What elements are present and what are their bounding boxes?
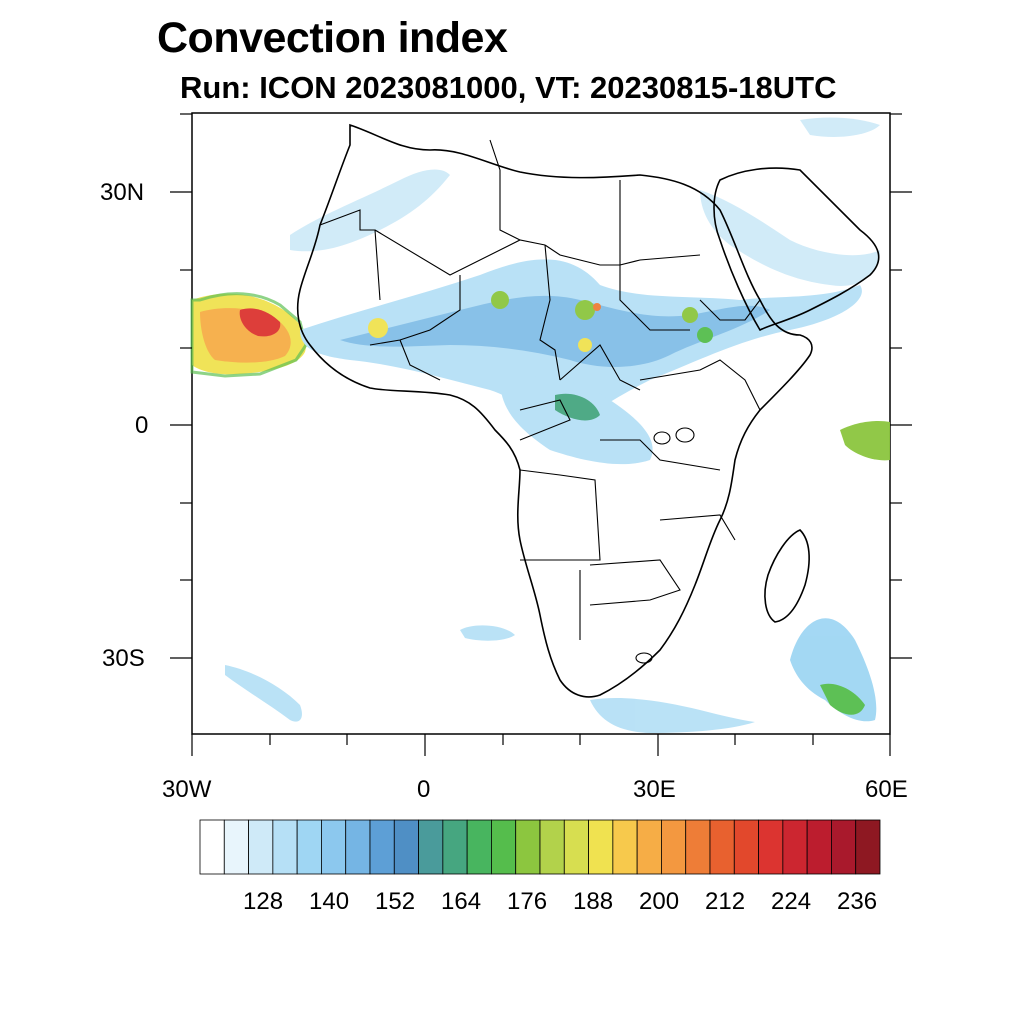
convection-shading [190, 117, 890, 733]
cb-label: 176 [507, 888, 548, 915]
colorbar-swatch [466, 819, 492, 875]
lat-label-30s: 30S [102, 645, 145, 672]
lon-label-30e: 30E [633, 776, 676, 803]
lat-label-30n: 30N [100, 179, 145, 206]
colorbar-swatch [685, 819, 711, 875]
colorbar-swatch [248, 819, 274, 875]
colorbar-swatch [491, 819, 517, 875]
madagascar-coastline [764, 529, 810, 623]
cb-label: 212 [705, 888, 746, 915]
cb-label: 140 [309, 888, 350, 915]
cyclone-west-atlantic [190, 292, 308, 378]
map-title: Convection index [157, 14, 508, 62]
colorbar-swatch [758, 819, 784, 875]
x-ticks [191, 734, 891, 756]
country-borders [319, 139, 761, 640]
colorbar-swatch [661, 819, 687, 875]
colorbar-swatch [831, 819, 857, 875]
colorbar-swatch [296, 819, 322, 875]
colorbar-swatch [612, 819, 638, 875]
y-ticks [170, 113, 912, 659]
colorbar-swatch [223, 819, 249, 875]
lon-label-30w: 30W [162, 776, 212, 803]
lon-label-0: 0 [417, 776, 431, 803]
colorbar-swatch [563, 819, 589, 875]
colorbar-swatch [588, 819, 614, 875]
north-africa-light [290, 117, 880, 286]
south-indian-ocean [790, 618, 877, 722]
colorbar-swatch [539, 819, 565, 875]
colorbar-swatch [321, 819, 347, 875]
map-subtitle: Run: ICON 2023081000, VT: 20230815-18UTC [180, 70, 837, 105]
cb-label: 200 [639, 888, 680, 915]
colorbar [199, 819, 881, 875]
colorbar-swatch [709, 819, 735, 875]
colorbar-swatch [393, 819, 419, 875]
arabia-coastline [713, 167, 880, 332]
south-atlantic [225, 625, 755, 733]
cb-label: 128 [243, 888, 284, 915]
lakes [635, 427, 695, 664]
colorbar-swatch [345, 819, 371, 875]
lon-label-60e: 60E [865, 776, 908, 803]
cb-label: 152 [375, 888, 416, 915]
indian-ocean-east [840, 420, 890, 461]
africa-coastline [296, 123, 813, 698]
colorbar-swatch [418, 819, 444, 875]
sahel-band [300, 259, 862, 440]
cb-label: 164 [441, 888, 482, 915]
colorbar-swatch [515, 819, 541, 875]
colorbar-swatch [199, 819, 225, 875]
colorbar-swatch [806, 819, 832, 875]
central-africa [500, 376, 653, 465]
colorbar-swatch [733, 819, 759, 875]
colorbar-swatch [369, 819, 395, 875]
colorbar-swatch [272, 819, 298, 875]
colorbar-swatch [442, 819, 468, 875]
colorbar-swatch [636, 819, 662, 875]
lat-label-0: 0 [135, 412, 149, 439]
colorbar-swatch [782, 819, 808, 875]
cb-label: 224 [771, 888, 812, 915]
cb-label: 188 [573, 888, 614, 915]
colorbar-swatch [855, 819, 881, 875]
cb-label: 236 [837, 888, 878, 915]
